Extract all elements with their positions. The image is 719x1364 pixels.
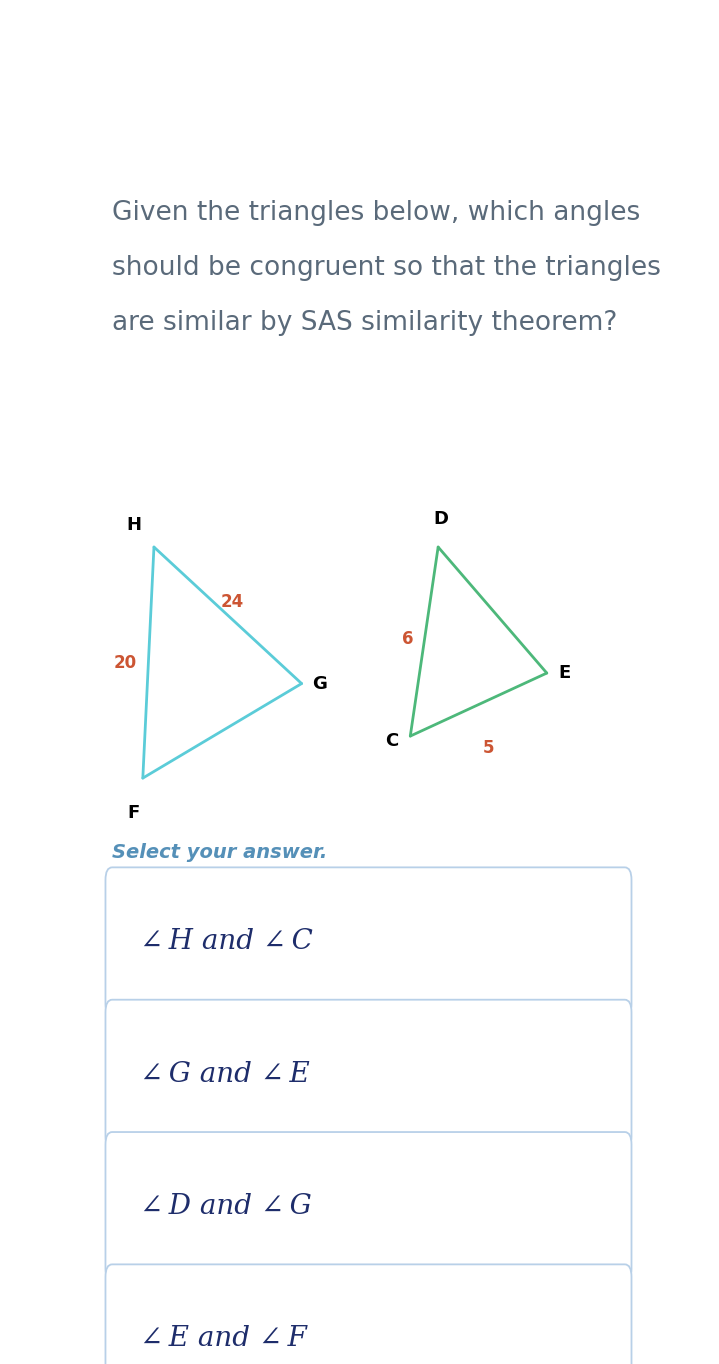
Text: Given the triangles below, which angles: Given the triangles below, which angles <box>112 201 641 226</box>
Text: Select your answer.: Select your answer. <box>112 843 327 862</box>
Text: G: G <box>311 675 326 693</box>
FancyBboxPatch shape <box>106 1132 631 1281</box>
Text: are similar by SAS similarity theorem?: are similar by SAS similarity theorem? <box>112 310 618 336</box>
Text: E: E <box>558 664 570 682</box>
Text: C: C <box>385 732 398 750</box>
Text: ∠ D and ∠ G: ∠ D and ∠ G <box>140 1194 312 1221</box>
Text: F: F <box>128 805 140 822</box>
Text: 5: 5 <box>482 739 494 757</box>
Text: H: H <box>127 517 142 535</box>
Text: ∠ E and ∠ F: ∠ E and ∠ F <box>140 1326 307 1353</box>
FancyBboxPatch shape <box>106 1000 631 1148</box>
Text: 20: 20 <box>114 653 137 671</box>
Text: should be congruent so that the triangles: should be congruent so that the triangle… <box>112 255 661 281</box>
Text: D: D <box>434 510 449 528</box>
FancyBboxPatch shape <box>106 1264 631 1364</box>
Text: ∠ G and ∠ E: ∠ G and ∠ E <box>140 1061 310 1087</box>
Text: 24: 24 <box>220 592 244 611</box>
Text: 6: 6 <box>402 630 413 648</box>
FancyBboxPatch shape <box>106 868 631 1016</box>
Text: ∠ H and ∠ C: ∠ H and ∠ C <box>140 929 313 955</box>
